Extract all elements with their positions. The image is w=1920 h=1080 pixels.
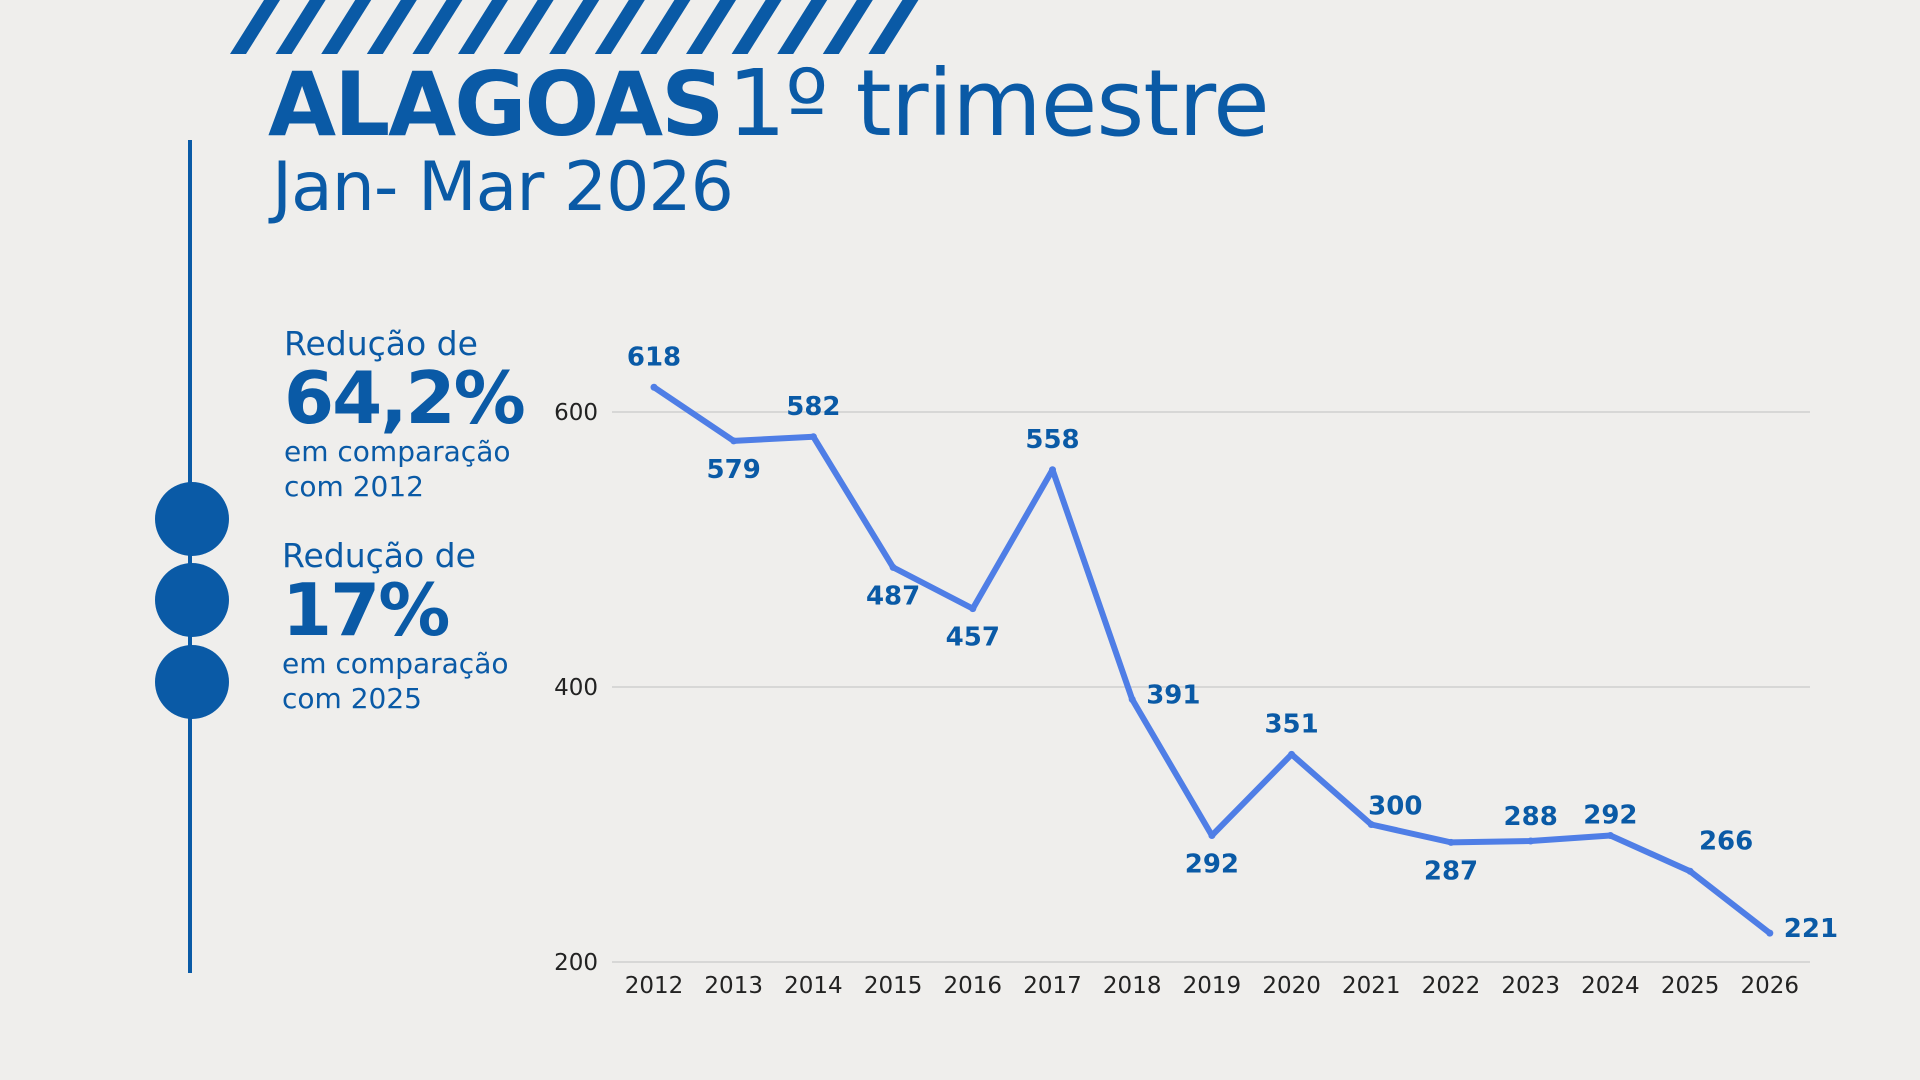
data-point: [730, 437, 738, 445]
title-period: 1º trimestre: [727, 50, 1270, 157]
stripe: [366, 0, 417, 54]
stat-value: 17%: [282, 568, 450, 653]
data-label: 487: [866, 581, 920, 611]
stat-base-year: com 2012: [284, 470, 424, 504]
data-point: [889, 563, 897, 571]
data-label: 292: [1185, 850, 1239, 880]
data-point: [969, 605, 977, 613]
x-tick-label: 2020: [1262, 973, 1321, 999]
timeline-dot: [155, 563, 229, 637]
stripe: [731, 0, 782, 54]
x-tick-label: 2025: [1661, 973, 1720, 999]
data-point: [1606, 832, 1614, 839]
x-tick-label: 2016: [944, 973, 1003, 999]
data-label: 292: [1583, 801, 1637, 831]
x-tick-label: 2021: [1342, 973, 1401, 999]
data-point: [1128, 695, 1136, 703]
timeline-dot: [155, 645, 229, 719]
data-label: 288: [1504, 802, 1558, 832]
data-label: 266: [1699, 826, 1753, 856]
title-state: ALAGOAS: [268, 53, 724, 156]
stripe: [777, 0, 828, 54]
stripe: [594, 0, 645, 54]
stripe: [640, 0, 691, 54]
stripe: [822, 0, 873, 54]
stat-lead: Redução de: [284, 324, 478, 363]
stripe: [868, 0, 919, 54]
stripe: [686, 0, 736, 54]
data-label: 618: [627, 342, 681, 372]
y-tick-label: 600: [554, 400, 598, 426]
data-point: [650, 383, 658, 391]
page-title: ALAGOAS 1º trimestre: [268, 58, 1270, 150]
data-label: 287: [1424, 856, 1478, 886]
x-tick-label: 2013: [704, 973, 763, 999]
data-label: 391: [1146, 680, 1200, 710]
data-point: [809, 433, 817, 441]
y-tick-label: 200: [554, 950, 598, 976]
data-label: 579: [707, 455, 761, 485]
stat-base-year: com 2025: [282, 682, 422, 716]
stat-lead: Redução de: [282, 536, 476, 575]
x-tick-label: 2015: [864, 973, 923, 999]
x-tick-label: 2023: [1501, 973, 1560, 999]
stat-reduction-2025: Redução de 17% em comparação com 2025: [282, 536, 509, 716]
stat-comparison: em comparação: [284, 435, 511, 469]
stripe: [412, 0, 463, 54]
x-tick-label: 2012: [625, 973, 684, 999]
data-point: [1367, 821, 1375, 828]
data-label: 221: [1784, 914, 1838, 944]
stat-reduction-2012: Redução de 64,2% em comparação com 2012: [284, 324, 526, 504]
stat-value: 64,2%: [284, 356, 526, 441]
decorative-stripes: [230, 0, 919, 54]
data-point: [1766, 929, 1774, 937]
data-label: 558: [1025, 425, 1079, 455]
y-tick-label: 400: [554, 675, 598, 701]
stripe: [549, 0, 600, 54]
stripe: [503, 0, 554, 54]
stripe: [230, 0, 280, 54]
data-label: 351: [1264, 709, 1318, 739]
data-point: [1527, 837, 1535, 845]
x-tick-label: 2017: [1023, 973, 1082, 999]
stripe: [458, 0, 508, 54]
x-tick-label: 2019: [1183, 973, 1242, 999]
data-point: [1447, 838, 1455, 846]
x-tick-label: 2024: [1581, 973, 1640, 999]
data-label: 457: [946, 623, 1000, 653]
x-tick-label: 2026: [1741, 973, 1800, 999]
timeline-line: [188, 140, 192, 973]
data-point: [1288, 750, 1296, 758]
stripe: [275, 0, 326, 54]
data-point: [1208, 832, 1216, 839]
data-point: [1049, 466, 1056, 474]
page-subtitle: Jan- Mar 2026: [272, 148, 734, 227]
stripe: [321, 0, 372, 54]
data-point: [1686, 867, 1694, 875]
x-tick-label: 2018: [1103, 973, 1162, 999]
x-tick-label: 2022: [1422, 973, 1481, 999]
timeline-dot: [155, 482, 229, 556]
stat-comparison: em comparação: [282, 647, 509, 681]
data-label: 582: [786, 392, 840, 422]
data-label: 300: [1368, 792, 1422, 822]
x-tick-label: 2014: [784, 973, 843, 999]
